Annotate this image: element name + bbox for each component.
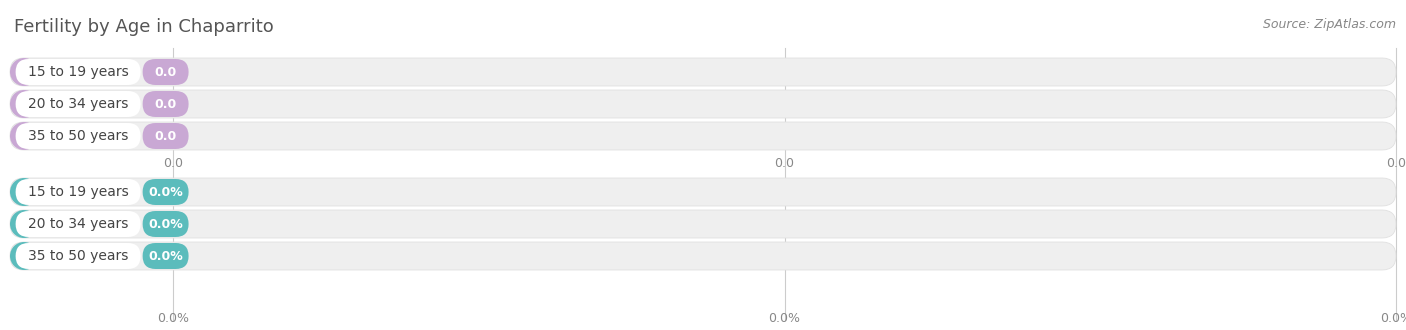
Text: Source: ZipAtlas.com: Source: ZipAtlas.com (1263, 18, 1396, 31)
Text: 0.0: 0.0 (155, 65, 177, 79)
FancyBboxPatch shape (142, 211, 188, 237)
FancyBboxPatch shape (15, 59, 141, 85)
FancyBboxPatch shape (142, 123, 188, 149)
Text: 0.0: 0.0 (1386, 157, 1406, 170)
FancyBboxPatch shape (10, 58, 1396, 86)
Text: 0.0: 0.0 (775, 157, 794, 170)
Text: 35 to 50 years: 35 to 50 years (28, 129, 128, 143)
Text: 0.0%: 0.0% (148, 185, 183, 199)
Text: 0.0: 0.0 (163, 157, 183, 170)
FancyBboxPatch shape (142, 243, 188, 269)
FancyBboxPatch shape (15, 179, 141, 205)
FancyBboxPatch shape (142, 179, 188, 205)
Text: Fertility by Age in Chaparrito: Fertility by Age in Chaparrito (14, 18, 274, 36)
FancyBboxPatch shape (15, 211, 141, 237)
FancyBboxPatch shape (10, 210, 1396, 238)
Text: 0.0%: 0.0% (148, 217, 183, 230)
Text: 0.0%: 0.0% (148, 249, 183, 262)
Text: 0.0%: 0.0% (769, 312, 800, 325)
FancyBboxPatch shape (10, 242, 1396, 270)
Text: 20 to 34 years: 20 to 34 years (28, 217, 128, 231)
Circle shape (10, 210, 38, 238)
Text: 0.0: 0.0 (155, 129, 177, 143)
Circle shape (10, 242, 38, 270)
Circle shape (10, 90, 38, 118)
FancyBboxPatch shape (142, 91, 188, 117)
Text: 0.0: 0.0 (155, 97, 177, 111)
Text: 15 to 19 years: 15 to 19 years (28, 185, 128, 199)
FancyBboxPatch shape (10, 178, 1396, 206)
Circle shape (10, 122, 38, 150)
Circle shape (10, 58, 38, 86)
Text: 20 to 34 years: 20 to 34 years (28, 97, 128, 111)
FancyBboxPatch shape (142, 59, 188, 85)
Text: 35 to 50 years: 35 to 50 years (28, 249, 128, 263)
Text: 0.0%: 0.0% (157, 312, 188, 325)
Text: 0.0%: 0.0% (1381, 312, 1406, 325)
FancyBboxPatch shape (15, 123, 141, 149)
FancyBboxPatch shape (10, 90, 1396, 118)
Text: 15 to 19 years: 15 to 19 years (28, 65, 128, 79)
FancyBboxPatch shape (15, 243, 141, 269)
FancyBboxPatch shape (10, 122, 1396, 150)
FancyBboxPatch shape (15, 91, 141, 117)
Circle shape (10, 178, 38, 206)
